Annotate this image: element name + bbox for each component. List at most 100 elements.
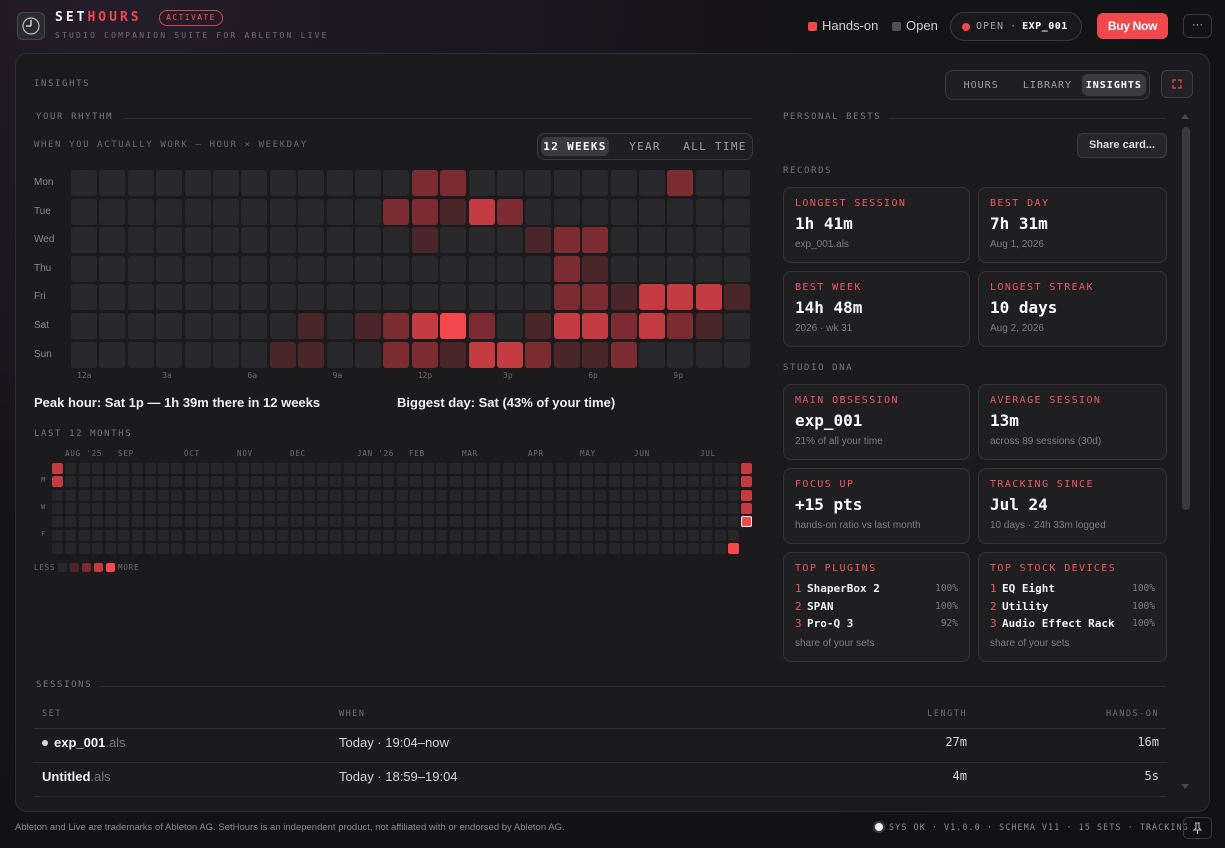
calendar-cell bbox=[78, 516, 90, 528]
more-button[interactable]: ··· bbox=[1183, 14, 1212, 38]
stat-card: BEST DAY 7h 31m Aug 1, 2026 bbox=[978, 187, 1167, 263]
heat-cell bbox=[468, 341, 495, 368]
heat-cell bbox=[724, 255, 751, 282]
heat-cell bbox=[553, 313, 580, 339]
calendar-cell bbox=[608, 516, 620, 528]
calendar-cell bbox=[542, 516, 554, 528]
calendar-cell bbox=[648, 502, 660, 514]
heat-cell bbox=[156, 170, 183, 196]
calendar-cell bbox=[462, 489, 474, 501]
calendar-cell bbox=[409, 529, 421, 541]
calendar-cell bbox=[91, 463, 103, 474]
calendar-cell bbox=[197, 529, 209, 541]
table-header: LENGTH bbox=[927, 709, 967, 719]
card-label: BEST WEEK bbox=[795, 282, 862, 293]
session-row[interactable]: Untitled .als Today · 18:59–19:04 4m 5s bbox=[34, 764, 1166, 792]
calendar-cell bbox=[621, 516, 633, 528]
view-tab[interactable]: LIBRARY bbox=[1022, 79, 1073, 91]
biggest-day: Biggest day: Sat (43% of your time) bbox=[397, 395, 616, 410]
heat-cell bbox=[440, 198, 467, 225]
calendar-cell bbox=[370, 489, 381, 501]
scroll-down[interactable] bbox=[1181, 784, 1189, 789]
hour-label: 9p bbox=[673, 371, 684, 380]
calendar-cell bbox=[635, 529, 646, 541]
heat-cell bbox=[582, 284, 609, 311]
heat-cell bbox=[355, 170, 381, 196]
brand-accent: HOURS bbox=[87, 10, 142, 25]
calendar-cell bbox=[303, 542, 315, 554]
calendar-cell bbox=[515, 516, 527, 528]
calendar-cell bbox=[568, 502, 580, 514]
heat-cell bbox=[440, 227, 467, 254]
range-tab[interactable]: ALL TIME bbox=[683, 140, 747, 153]
calendar-cell bbox=[568, 542, 580, 554]
calendar-cell bbox=[409, 516, 421, 528]
bests-rule bbox=[889, 118, 1166, 119]
calendar-cell bbox=[131, 529, 143, 541]
heat-cell bbox=[355, 255, 381, 282]
expand-button[interactable] bbox=[1161, 70, 1193, 98]
status-dot bbox=[875, 823, 883, 831]
calendar-cell bbox=[330, 463, 342, 474]
calendar-cell bbox=[290, 502, 302, 514]
set-ext: .als bbox=[105, 735, 126, 750]
card-sub: 21% of all your time bbox=[795, 436, 883, 447]
calendar-cell bbox=[449, 542, 461, 554]
view-tab[interactable]: HOURS bbox=[963, 79, 999, 91]
range-tab[interactable]: 12 WEEKS bbox=[541, 137, 609, 156]
table-rule bbox=[34, 796, 1166, 797]
calendar-cell bbox=[184, 502, 196, 514]
session-row[interactable]: exp_001 .als Today · 19:04–now 27m 16m bbox=[34, 730, 1166, 758]
calendar-cell bbox=[529, 489, 540, 501]
heat-cell bbox=[241, 313, 268, 339]
scroll-up[interactable] bbox=[1181, 114, 1189, 119]
calendar-cell bbox=[555, 463, 567, 474]
activate-badge[interactable]: ACTIVATE bbox=[159, 10, 223, 26]
open-pill[interactable]: OPEN · EXP_001 bbox=[950, 12, 1082, 41]
heat-cell bbox=[440, 284, 467, 311]
calendar-cell bbox=[52, 489, 63, 501]
pin-button[interactable] bbox=[1183, 817, 1212, 839]
logo bbox=[17, 12, 45, 40]
stat-card: TRACKING SINCE Jul 24 10 days · 24h 33m lo… bbox=[978, 468, 1167, 544]
calendar-cell bbox=[317, 489, 328, 501]
calendar-cell bbox=[648, 542, 660, 554]
card-sub: 10 days · 24h 33m logged bbox=[990, 520, 1106, 531]
calendar-cell bbox=[78, 476, 90, 488]
legend-swatch bbox=[94, 563, 103, 572]
calendar-cell bbox=[131, 542, 143, 554]
calendar-cell bbox=[449, 489, 461, 501]
range-tab[interactable]: YEAR bbox=[629, 140, 661, 153]
calendar-cell bbox=[277, 502, 289, 514]
buy-button[interactable]: Buy Now bbox=[1097, 13, 1168, 39]
heat-cell bbox=[667, 227, 694, 254]
heat-cell bbox=[156, 198, 183, 225]
calendar-cell bbox=[91, 542, 103, 554]
calendar-cell bbox=[184, 529, 196, 541]
pin-icon bbox=[1192, 822, 1203, 834]
heat-cell bbox=[639, 255, 665, 282]
heat-cell bbox=[553, 227, 580, 254]
subtitle: STUDIO COMPANION SUITE FOR ABLETON LIVE bbox=[55, 31, 329, 40]
calendar-cell bbox=[476, 542, 487, 554]
calendar-cell bbox=[317, 529, 328, 541]
calendar-cell bbox=[237, 516, 249, 528]
calendar-cell bbox=[211, 463, 222, 474]
calendar-cell bbox=[144, 542, 156, 554]
calendar-cell bbox=[105, 489, 116, 501]
calendar-cell bbox=[144, 516, 156, 528]
calendar-cell bbox=[489, 502, 501, 514]
calendar-cell bbox=[131, 516, 143, 528]
calendar-cell bbox=[555, 542, 567, 554]
heat-cell bbox=[326, 341, 353, 368]
calendar-cell bbox=[65, 542, 77, 554]
calendar-cell bbox=[595, 489, 607, 501]
card-label: LONGEST SESSION bbox=[795, 198, 907, 209]
month-label: JAN '26 bbox=[357, 449, 395, 458]
legend-open: Open bbox=[906, 18, 938, 33]
scroll-thumb[interactable] bbox=[1182, 127, 1190, 510]
calendar-cell bbox=[423, 529, 434, 541]
share-card-button[interactable]: Share card... bbox=[1077, 133, 1167, 158]
calendar-cell bbox=[211, 502, 222, 514]
view-tab[interactable]: INSIGHTS bbox=[1081, 74, 1146, 96]
